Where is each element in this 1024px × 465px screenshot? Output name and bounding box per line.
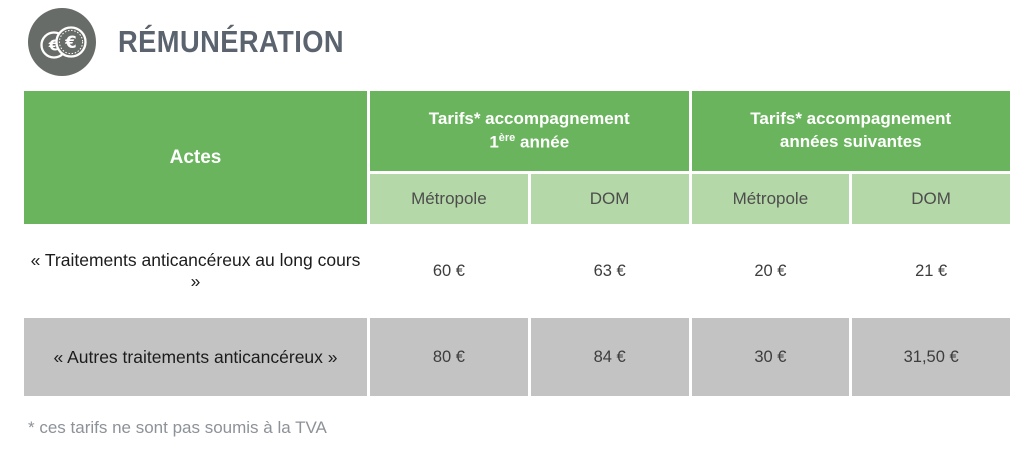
- table-row-label: « Traitements anticancéreux au long cour…: [24, 227, 367, 315]
- group-header-first-year-line1: Tarifs* accompagnement: [428, 108, 630, 128]
- table-cell: 84 €: [530, 318, 689, 396]
- page-header: € € RÉMUNÉRATION: [0, 0, 1024, 76]
- group-header-following-years: Tarifs* accompagnement années suivantes: [691, 91, 1010, 171]
- column-header-actes: Actes: [24, 91, 367, 224]
- group-header-following-years-line2: années suivantes: [779, 132, 922, 151]
- subheader-dom-2: DOM: [852, 174, 1010, 224]
- table-cell: 31,50 €: [852, 318, 1010, 396]
- table-cell: 80 €: [370, 318, 528, 396]
- table-cell: 21 €: [852, 227, 1010, 315]
- group-header-first-year-line2: 1ère année: [489, 131, 569, 155]
- table-cell: 20 €: [691, 227, 850, 315]
- table-cell: 63 €: [530, 227, 689, 315]
- tva-footnote: * ces tarifs ne sont pas soumis à la TVA: [28, 418, 327, 437]
- table-cell: 60 €: [370, 227, 528, 315]
- svg-text:€: €: [64, 33, 76, 52]
- year-ordinal-sup: ère: [498, 131, 516, 144]
- page-title: RÉMUNÉRATION: [118, 24, 345, 59]
- group-header-first-year: Tarifs* accompagnement 1ère année: [370, 91, 689, 171]
- year-word: année: [515, 132, 570, 152]
- table-row-label: « Autres traitements anticancéreux »: [24, 318, 367, 396]
- group-header-following-years-line1: Tarifs* accompagnement: [750, 109, 952, 129]
- subheader-dom-1: DOM: [530, 174, 689, 224]
- svg-text:€: €: [48, 37, 59, 55]
- euro-coins-icon: € €: [28, 8, 96, 76]
- subheader-metropole-1: Métropole: [370, 174, 528, 224]
- subheader-metropole-2: Métropole: [691, 174, 850, 224]
- table-cell: 30 €: [691, 318, 850, 396]
- remuneration-table: Actes Tarifs* accompagnement 1ère année …: [24, 91, 1010, 396]
- year-number: 1: [489, 132, 499, 152]
